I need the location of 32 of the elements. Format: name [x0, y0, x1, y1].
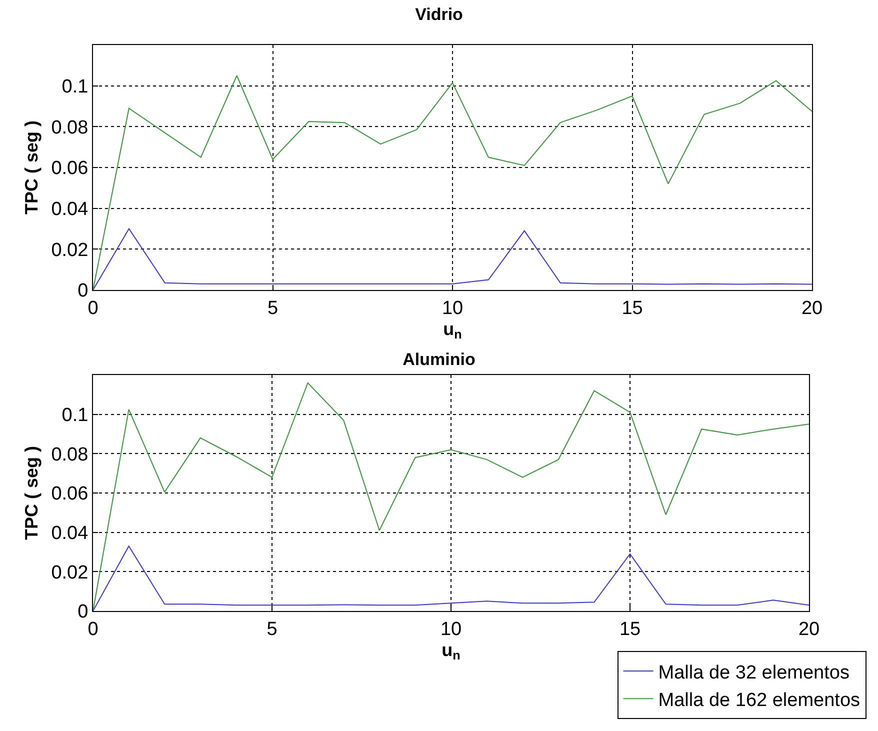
x-tick-label: 20	[798, 618, 820, 640]
chart-title: Vidrio	[415, 4, 463, 24]
y-tick-label: 0.1	[62, 76, 88, 98]
x-tick-label: 15	[622, 298, 643, 319]
y-tick-label: 0	[78, 602, 88, 623]
chart-title: Aluminio	[402, 350, 476, 369]
y-tick-label: 0.1	[62, 404, 88, 426]
x-tick-label: 15	[619, 618, 641, 640]
y-tick-label: 0.08	[51, 117, 88, 138]
y-tick-label: 0.06	[51, 158, 88, 180]
x-tick-label: 10	[442, 298, 464, 319]
x-tick-label: 5	[266, 618, 278, 640]
y-tick-label: 0	[78, 280, 88, 302]
y-tick-label: 0.04	[51, 522, 89, 544]
x-tick-label: 20	[801, 298, 823, 319]
legend-label: Malla de 32 elementos	[658, 662, 850, 684]
y-axis-title: TPC ( seg )	[21, 446, 42, 540]
legend-label: Malla de 162 elementos	[658, 690, 860, 712]
line-series	[93, 546, 809, 611]
y-tick-label: 0.08	[51, 444, 88, 466]
x-tick-label: 10	[440, 618, 462, 640]
x-tick-label: 5	[267, 298, 278, 319]
y-axis-title: TPC ( seg )	[21, 120, 42, 215]
line-series	[93, 228, 812, 290]
y-tick-label: 0.04	[51, 198, 89, 220]
y-tick-label: 0.02	[51, 240, 88, 261]
x-axis-title: u$_{n}$	[442, 640, 460, 663]
x-axis-title: u$_{n}$	[443, 318, 462, 342]
line-series	[93, 382, 809, 611]
line-series	[93, 75, 812, 290]
y-tick-label: 0.06	[51, 484, 88, 505]
y-tick-label: 0.02	[51, 562, 88, 584]
